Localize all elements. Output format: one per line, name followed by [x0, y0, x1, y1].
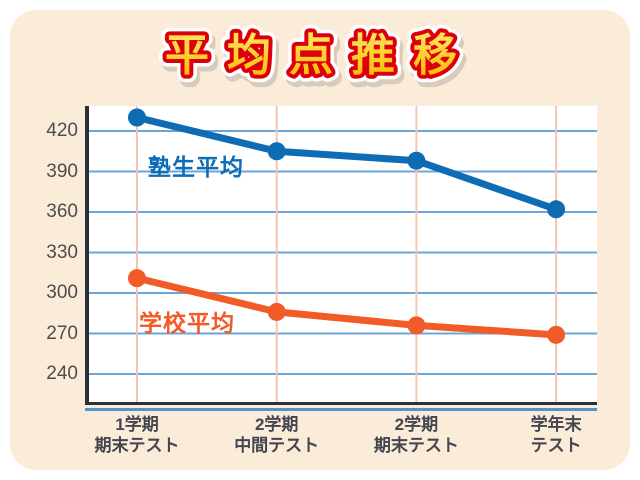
- title-stroke-layer: 平均点推移: [165, 31, 475, 80]
- x-label-line2: 中間テスト: [234, 436, 320, 455]
- x-label-line1: 2学期: [254, 415, 299, 434]
- y-tick-420: 420: [46, 120, 78, 141]
- plot-svg: [89, 106, 597, 402]
- y-tick-270: 270: [46, 322, 78, 344]
- title-shadow-layer: 平均点推移: [168, 36, 478, 85]
- y-tick-390: 390: [46, 160, 78, 182]
- x-label-line1: 1学期: [115, 415, 159, 434]
- y-tick-240: 240: [46, 363, 78, 384]
- x-label-line2: テスト: [530, 436, 582, 455]
- y-tick-360: 360: [46, 201, 78, 222]
- x-label-line2: 期末テスト: [94, 436, 180, 455]
- x-label-year-end: 学年末 テスト: [486, 414, 626, 456]
- x-label-term2-midterm: 2学期 中間テスト: [207, 414, 347, 456]
- title-outline-layer: 平均点推移: [165, 31, 475, 80]
- x-label-line1: 2学期: [394, 415, 439, 434]
- y-tick-300: 300: [46, 282, 78, 303]
- y-tick-330: 330: [46, 241, 78, 263]
- x-label-term1-final: 1学期 期末テスト: [67, 414, 207, 456]
- plot-area: [85, 106, 597, 405]
- series-label-juku-average: 塾生平均: [148, 154, 244, 180]
- x-label-term2-final: 2学期 期末テスト: [346, 414, 486, 456]
- x-label-line2: 期末テスト: [373, 436, 459, 455]
- chart-title: 平均点推移 平均点推移 平均点推移 平均点推移: [158, 24, 478, 91]
- page-title: 平均点推移: [165, 31, 475, 80]
- x-axis-underline: [85, 408, 597, 411]
- x-label-line1: 学年末: [530, 415, 582, 434]
- series-label-school-average: 学校平均: [139, 310, 235, 336]
